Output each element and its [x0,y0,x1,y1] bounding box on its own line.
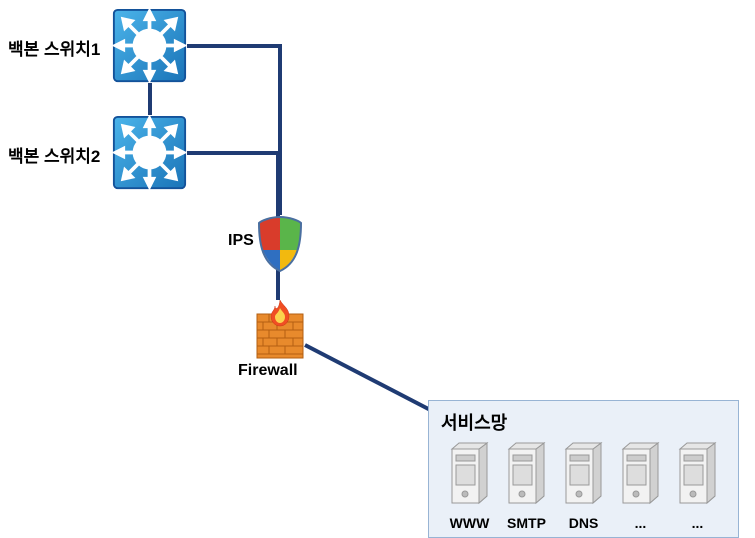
ips-node [255,215,305,273]
server-icon [675,441,720,506]
server-label: ... [669,515,726,531]
backbone-switch-2 [112,115,187,190]
server-item: WWW [441,441,498,531]
shield-icon [255,215,305,273]
server-label: WWW [441,515,498,531]
server-icon [618,441,663,506]
server-icon [504,441,549,506]
server-label: SMTP [498,515,555,531]
service-zone-title: 서비스망 [441,409,726,435]
firewall-node [255,300,305,360]
server-label: ... [612,515,669,531]
switch2-label: 백본 스위치2 [8,142,100,167]
server-icon [561,441,606,506]
switch-icon [112,115,187,190]
server-row: WWW SMTP DNS [441,441,726,531]
backbone-switch-1 [112,8,187,83]
service-zone: 서비스망 WWW SMTP [428,400,739,538]
server-item: ... [612,441,669,531]
ips-label: IPS [228,232,254,250]
firewall-label: Firewall [238,362,298,380]
switch1-label: 백본 스위치1 [8,35,100,60]
server-item: DNS [555,441,612,531]
server-item: SMTP [498,441,555,531]
edge-fw-zone [305,345,440,415]
firewall-icon [255,300,305,360]
server-label: DNS [555,515,612,531]
server-item: ... [669,441,726,531]
switch-icon [112,8,187,83]
server-icon [447,441,492,506]
edge-sw1 [187,46,280,215]
